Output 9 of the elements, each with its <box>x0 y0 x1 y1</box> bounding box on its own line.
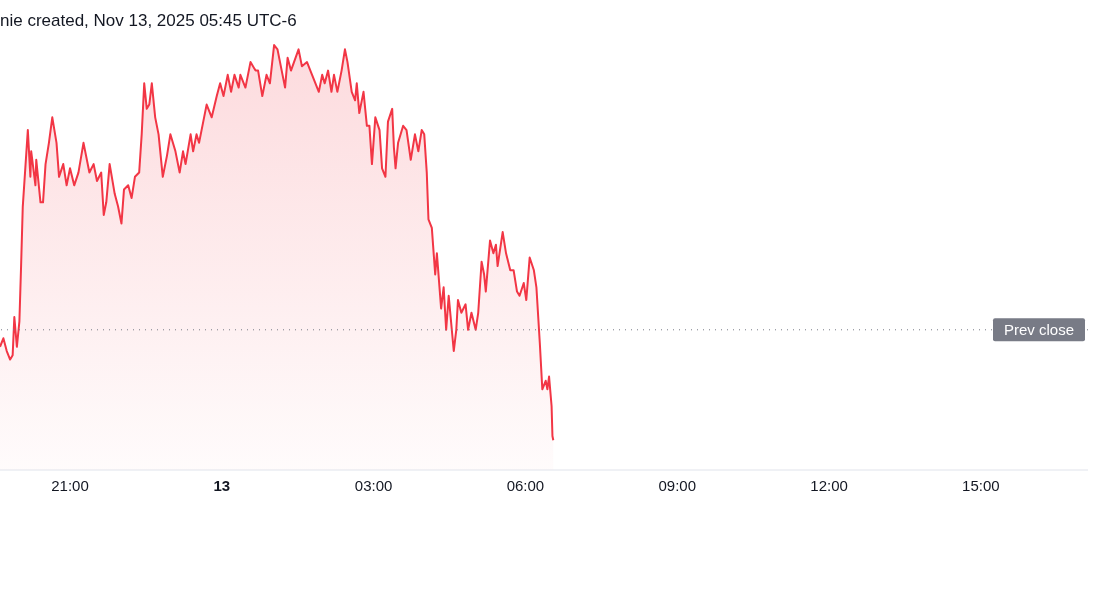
x-tick-label: 15:00 <box>962 477 1000 494</box>
x-tick-label: 06:00 <box>506 477 545 494</box>
x-tick-label: 13 <box>213 477 231 494</box>
x-tick-label: 09:00 <box>658 477 697 494</box>
x-tick-label: 21:00 <box>51 477 89 494</box>
chart-title: nie created, Nov 13, 2025 05:45 UTC-6 <box>0 10 297 32</box>
x-tick-label: 12:00 <box>810 477 848 494</box>
x-tick-label: 03:00 <box>354 477 393 494</box>
ref-line-label: Prev close <box>1003 320 1075 338</box>
